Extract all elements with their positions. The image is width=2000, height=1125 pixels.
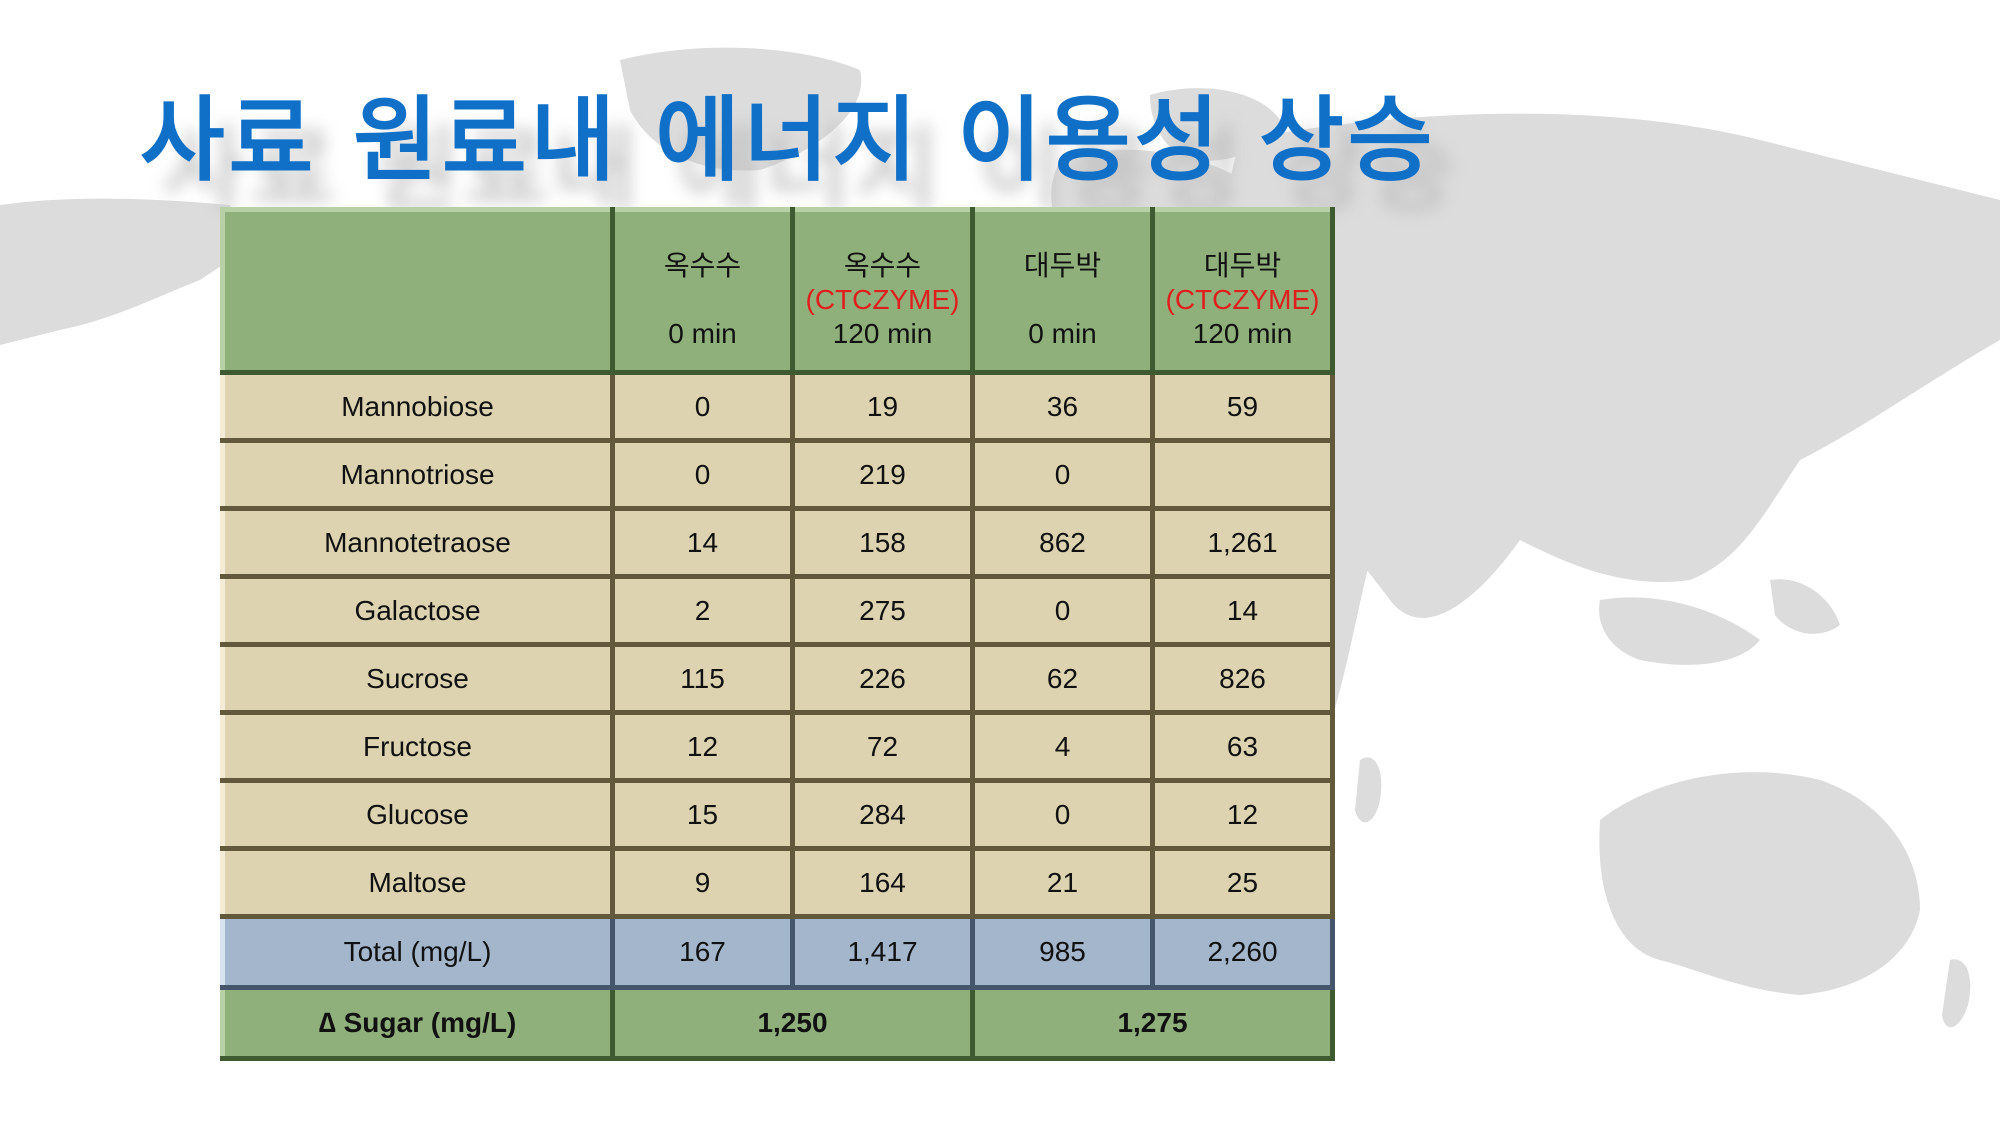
row-label: Mannobiose: [220, 370, 615, 443]
table-cell: 12: [610, 710, 795, 783]
delta-label: ∆ Sugar (mg/L): [220, 985, 615, 1061]
table-row: Mannotriose 0 219 0: [220, 438, 1335, 511]
total-row: Total (mg/L) 167 1,417 985 2,260: [220, 914, 1335, 990]
table-cell: 62: [970, 642, 1155, 715]
header-enzyme: (CTCZYME): [1165, 284, 1320, 315]
total-cell: 985: [970, 914, 1155, 990]
row-label: Glucose: [220, 778, 615, 851]
table-cell: 164: [790, 846, 975, 919]
table-row: Sucrose 115 226 62 826: [220, 642, 1335, 715]
table-cell: 1,261: [1150, 506, 1335, 579]
table-row: Maltose 9 164 21 25: [220, 846, 1335, 919]
row-label: Mannotriose: [220, 438, 615, 511]
header-name: 대두박: [1023, 250, 1102, 281]
table-row: Mannotetraose 14 158 862 1,261: [220, 506, 1335, 579]
table-cell: 275: [790, 574, 975, 647]
table-cell: 219: [790, 438, 975, 511]
table-cell: [1150, 438, 1335, 511]
header-time: 120 min: [832, 318, 933, 349]
total-label: Total (mg/L): [220, 914, 615, 990]
total-cell: 1,417: [790, 914, 975, 990]
header-time: 0 min: [668, 318, 737, 349]
page-title-shadow: 사료 원료내 에너지 이용성 상승: [162, 117, 1459, 224]
table-cell: 36: [970, 370, 1155, 443]
table-cell: 862: [970, 506, 1155, 579]
table-cell: 115: [610, 642, 795, 715]
table-row: Glucose 15 284 0 12: [220, 778, 1335, 851]
table-cell: 158: [790, 506, 975, 579]
row-label: Sucrose: [220, 642, 615, 715]
total-cell: 2,260: [1150, 914, 1335, 990]
delta-cell-corn: 1,250: [610, 985, 975, 1061]
table-cell: 63: [1150, 710, 1335, 783]
header-cell-soybean-120: 대두박 (CTCZYME) 120 min: [1150, 207, 1335, 375]
header-enzyme: [615, 283, 790, 317]
row-label: Maltose: [220, 846, 615, 919]
header-name: 옥수수: [843, 250, 922, 281]
header-cell-corn-120: 옥수수 (CTCZYME) 120 min: [790, 207, 975, 375]
header-time: 0 min: [1028, 318, 1097, 349]
delta-cell-soybean: 1,275: [970, 985, 1335, 1061]
table-row: Mannobiose 0 19 36 59: [220, 370, 1335, 443]
table-cell: 14: [610, 506, 795, 579]
total-cell: 167: [610, 914, 795, 990]
table-cell: 0: [970, 778, 1155, 851]
table-cell: 4: [970, 710, 1155, 783]
table-row: Galactose 2 275 0 14: [220, 574, 1335, 647]
header-name: 대두박: [1203, 250, 1282, 281]
table-cell: 12: [1150, 778, 1335, 851]
header-enzyme: [975, 283, 1150, 317]
table-cell: 72: [790, 710, 975, 783]
table-cell: 226: [790, 642, 975, 715]
table-cell: 25: [1150, 846, 1335, 919]
delta-sugar-row: ∆ Sugar (mg/L) 1,250 1,275: [220, 985, 1335, 1061]
table-cell: 2: [610, 574, 795, 647]
table-header-row: 옥수수 0 min 옥수수 (CTCZYME) 120 min 대두박 0 mi…: [220, 207, 1335, 375]
table-cell: 0: [970, 438, 1155, 511]
header-corner-cell: [220, 207, 615, 375]
table-cell: 21: [970, 846, 1155, 919]
table-cell: 14: [1150, 574, 1335, 647]
table-row: Fructose 12 72 4 63: [220, 710, 1335, 783]
table-cell: 0: [970, 574, 1155, 647]
table-cell: 19: [790, 370, 975, 443]
header-name: 옥수수: [663, 250, 742, 281]
table-cell: 59: [1150, 370, 1335, 443]
row-label: Mannotetraose: [220, 506, 615, 579]
page-title: 사료 원료내 에너지 이용성 상승: [140, 87, 1437, 194]
table-cell: 284: [790, 778, 975, 851]
header-time: 120 min: [1192, 318, 1293, 349]
header-cell-corn-0: 옥수수 0 min: [610, 207, 795, 375]
title-block: 사료 원료내 에너지 이용성 상승 사료 원료내 에너지 이용성 상승: [140, 66, 1454, 224]
row-label: Galactose: [220, 574, 615, 647]
header-cell-soybean-0: 대두박 0 min: [970, 207, 1155, 375]
table-cell: 0: [610, 438, 795, 511]
row-label: Fructose: [220, 710, 615, 783]
sugar-table: 옥수수 0 min 옥수수 (CTCZYME) 120 min 대두박 0 mi…: [220, 207, 1335, 1061]
header-enzyme: (CTCZYME): [805, 284, 960, 315]
table-cell: 15: [610, 778, 795, 851]
table-cell: 9: [610, 846, 795, 919]
table-cell: 0: [610, 370, 795, 443]
table-cell: 826: [1150, 642, 1335, 715]
